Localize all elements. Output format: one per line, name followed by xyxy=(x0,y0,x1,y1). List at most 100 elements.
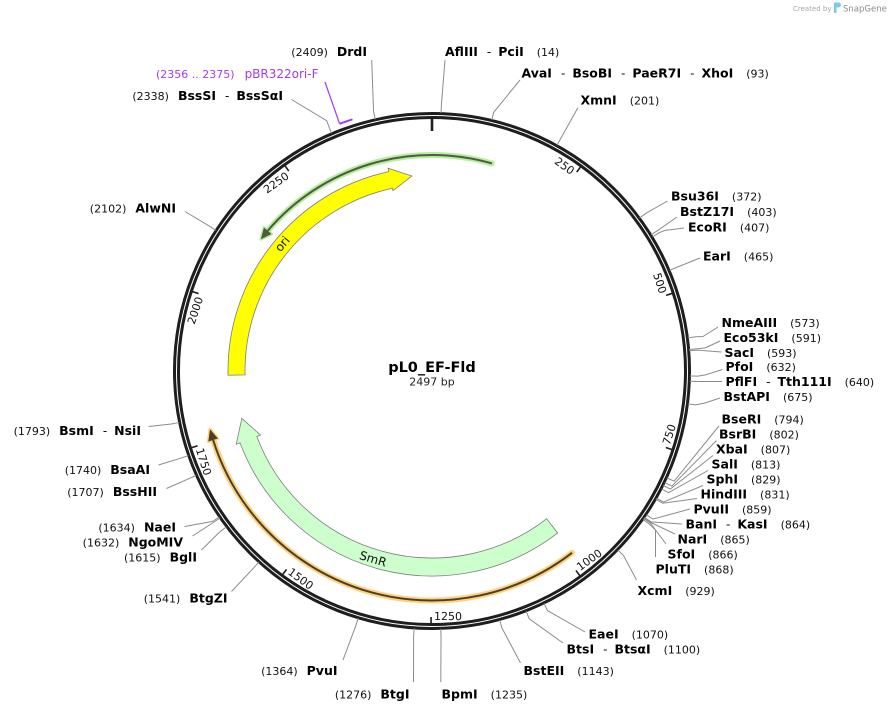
enzyme-label[interactable]: XbaI (807) xyxy=(716,442,790,457)
enzyme-site-banI-kasI[interactable]: BanI - KasI (864) xyxy=(644,517,810,532)
enzyme-label[interactable]: (1615) BglI xyxy=(124,550,197,565)
primer-binding-bar[interactable] xyxy=(339,118,353,125)
enzyme-label[interactable]: SacI (593) xyxy=(725,345,797,360)
enzyme-site-pflFI-tth111I[interactable]: PflFI - Tth111I (640) xyxy=(689,374,875,389)
enzyme-site-naeI[interactable]: (1634) NaeI xyxy=(98,516,220,535)
enzyme-site-eco53kI[interactable]: Eco53kI (591) xyxy=(689,330,822,350)
enzyme-site-bglI[interactable]: (1615) BglI xyxy=(124,526,227,565)
enzyme-label[interactable]: AvaI - BsoBI - PaeR7I - XhoI (93) xyxy=(522,66,769,81)
enzyme-site-bsu36I[interactable]: Bsu36I (372) xyxy=(639,189,762,219)
enzyme-site-bssSI-bssSaI[interactable]: (2338) BssSI - BssSαI xyxy=(132,88,332,134)
feature-reverse-green[interactable] xyxy=(259,152,495,241)
enzyme-site-bpmI[interactable]: BpmI (1235) xyxy=(440,628,528,702)
enzyme-label[interactable]: BanI - KasI (864) xyxy=(686,517,811,532)
enzyme-site-xmnI[interactable]: XmnI (201) xyxy=(556,93,660,146)
enzyme-site-bsaAI[interactable]: (1740) BsaAI xyxy=(65,455,189,477)
reverse-feature-line[interactable] xyxy=(266,154,493,232)
name-separator: - xyxy=(726,518,730,532)
enzyme-site-pluTI[interactable]: PluTI (868) xyxy=(642,519,734,577)
enzyme-label[interactable]: PflFI - Tth111I (640) xyxy=(726,374,875,389)
enzyme-site-bsmI-nsiI[interactable]: (1793) BsmI - NsiI xyxy=(14,421,180,438)
enzyme-label[interactable]: XcmI (929) xyxy=(638,583,715,598)
enzyme-label[interactable]: BseRI (794) xyxy=(722,412,804,427)
enzyme-site-drdI[interactable]: (2409) DrdI xyxy=(291,44,376,120)
feature-forward-amber[interactable] xyxy=(206,427,576,604)
enzyme-label[interactable]: EaeI (1070) xyxy=(589,627,669,642)
backbone-outer-strand[interactable] xyxy=(173,112,691,630)
enzyme-label[interactable]: (2409) DrdI xyxy=(291,44,367,59)
enzyme-site-bstAPI[interactable]: BstAPI (675) xyxy=(687,389,813,406)
enzyme-site-sphI[interactable]: SphI (829) xyxy=(656,472,781,503)
enzyme-label[interactable]: SfoI (866) xyxy=(668,547,738,562)
enzyme-site-sacI[interactable]: SacI (593) xyxy=(689,345,797,360)
enzyme-label[interactable]: PfoI (632) xyxy=(726,359,796,374)
enzyme-label[interactable]: HindIII (831) xyxy=(701,487,790,502)
enzyme-site-btgI[interactable]: (1276) BtgI xyxy=(335,628,415,702)
enzyme-site-eaeI[interactable]: EaeI (1070) xyxy=(543,603,669,642)
enzyme-label[interactable]: (1364) PvuI xyxy=(261,663,337,678)
enzyme-site-pfoI[interactable]: PfoI (632) xyxy=(689,359,796,377)
enzyme-label[interactable]: BstZ17I (403) xyxy=(680,204,777,219)
enzyme-site-sfoI[interactable]: SfoI (866) xyxy=(643,518,738,562)
enzyme-label[interactable]: (1276) BtgI xyxy=(335,687,410,702)
enzyme-site-btgZI[interactable]: (1541) BtgZI xyxy=(144,561,260,606)
ori-arrow[interactable] xyxy=(227,167,413,376)
feature-ori[interactable]: ori xyxy=(227,167,413,376)
enzyme-site-narI[interactable]: NarI (865) xyxy=(643,517,750,547)
forward-feature-line[interactable] xyxy=(212,439,573,602)
enzyme-label[interactable]: EcoRI (407) xyxy=(688,220,769,235)
enzyme-label[interactable]: NarI (865) xyxy=(678,532,750,547)
enzyme-label[interactable]: (1707) BssHII xyxy=(67,484,157,499)
enzyme-label[interactable]: BsrBI (802) xyxy=(719,427,799,442)
enzyme-label[interactable]: (1541) BtgZI xyxy=(144,591,228,606)
feature-smr[interactable]: SmR xyxy=(235,417,559,577)
smr-arrow[interactable] xyxy=(235,417,559,577)
enzyme-label[interactable]: (1793) BsmI - NsiI xyxy=(14,423,141,438)
enzyme-name: KasI xyxy=(737,517,767,532)
enzyme-label[interactable]: SalI (813) xyxy=(712,457,781,472)
enzyme-label[interactable]: EarI (465) xyxy=(703,249,773,264)
enzyme-label[interactable]: SphI (829) xyxy=(707,472,781,487)
enzyme-site-btsI-btsaI[interactable]: BtsI - BtsαI (1100) xyxy=(525,611,701,657)
enzyme-site-nmeAIII[interactable]: NmeAIII (573) xyxy=(687,315,820,339)
enzyme-site-ngoMIV[interactable]: (1632) NgoMIV xyxy=(83,517,221,550)
snapgene-logo-icon xyxy=(834,2,841,13)
enzyme-label[interactable]: AflIII - PciI (14) xyxy=(445,44,559,59)
enzyme-site-pvuII[interactable]: PvuII (859) xyxy=(646,502,772,520)
enzyme-site-alwNI[interactable]: (2102) AlwNI xyxy=(90,201,217,231)
enzyme-label[interactable]: PvuII (859) xyxy=(694,502,772,517)
primer-pbr322ori-f[interactable]: (2356 .. 2375) pBR322ori-F xyxy=(156,67,353,125)
enzyme-label[interactable]: BpmI (1235) xyxy=(442,687,528,702)
enzyme-site-avaI-bsoBI-paeR7I-xhoI[interactable]: AvaI - BsoBI - PaeR7I - XhoI (93) xyxy=(491,66,769,121)
enzyme-site-bstZ17I[interactable]: BstZ17I (403) xyxy=(650,204,777,236)
enzyme-label[interactable]: (2338) BssSI - BssSαI xyxy=(132,88,283,103)
enzyme-site-bseRI[interactable]: BseRI (794) xyxy=(666,412,804,482)
enzyme-site-earI[interactable]: EarI (465) xyxy=(669,249,774,271)
enzyme-label[interactable]: PluTI (868) xyxy=(656,562,734,577)
enzyme-site-hindIII[interactable]: HindIII (831) xyxy=(655,487,790,504)
enzyme-label[interactable]: Bsu36I (372) xyxy=(671,189,762,204)
enzyme-label[interactable]: (1632) NgoMIV xyxy=(83,535,184,550)
enzyme-site-aflIII-pciI[interactable]: AflIII - PciI (14) xyxy=(440,44,559,114)
enzyme-label[interactable]: (2102) AlwNI xyxy=(90,201,176,216)
enzyme-site-ecoRI[interactable]: EcoRI (407) xyxy=(652,220,769,238)
enzyme-site-xcmI[interactable]: XcmI (929) xyxy=(617,549,715,598)
enzyme-site-xbaI[interactable]: XbaI (807) xyxy=(662,442,790,490)
enzyme-site-bssHII[interactable]: (1707) BssHII xyxy=(67,475,197,499)
leader-line xyxy=(525,611,564,644)
enzyme-site-salI[interactable]: SalI (813) xyxy=(661,457,781,494)
enzyme-label[interactable]: XmnI (201) xyxy=(581,93,660,108)
enzyme-label[interactable]: Eco53kI (591) xyxy=(724,330,822,345)
enzyme-position: (868) xyxy=(704,564,734,577)
enzyme-label[interactable]: BstEII (1143) xyxy=(524,663,614,678)
enzyme-label[interactable]: BstAPI (675) xyxy=(724,389,813,404)
enzyme-label[interactable]: NmeAIII (573) xyxy=(722,315,820,330)
primer-label[interactable]: (2356 .. 2375) pBR322ori-F xyxy=(156,67,319,81)
enzyme-label[interactable]: (1740) BsaAI xyxy=(65,462,150,477)
enzyme-label[interactable]: BtsI - BtsαI (1100) xyxy=(567,642,701,657)
enzyme-site-pvuI[interactable]: (1364) PvuI xyxy=(261,618,359,678)
enzyme-label[interactable]: (1634) NaeI xyxy=(98,520,176,535)
enzyme-site-bstEII[interactable]: BstEII (1143) xyxy=(499,619,614,678)
leader-line xyxy=(499,619,521,664)
enzyme-site-bsrBI[interactable]: BsrBI (802) xyxy=(664,427,799,487)
